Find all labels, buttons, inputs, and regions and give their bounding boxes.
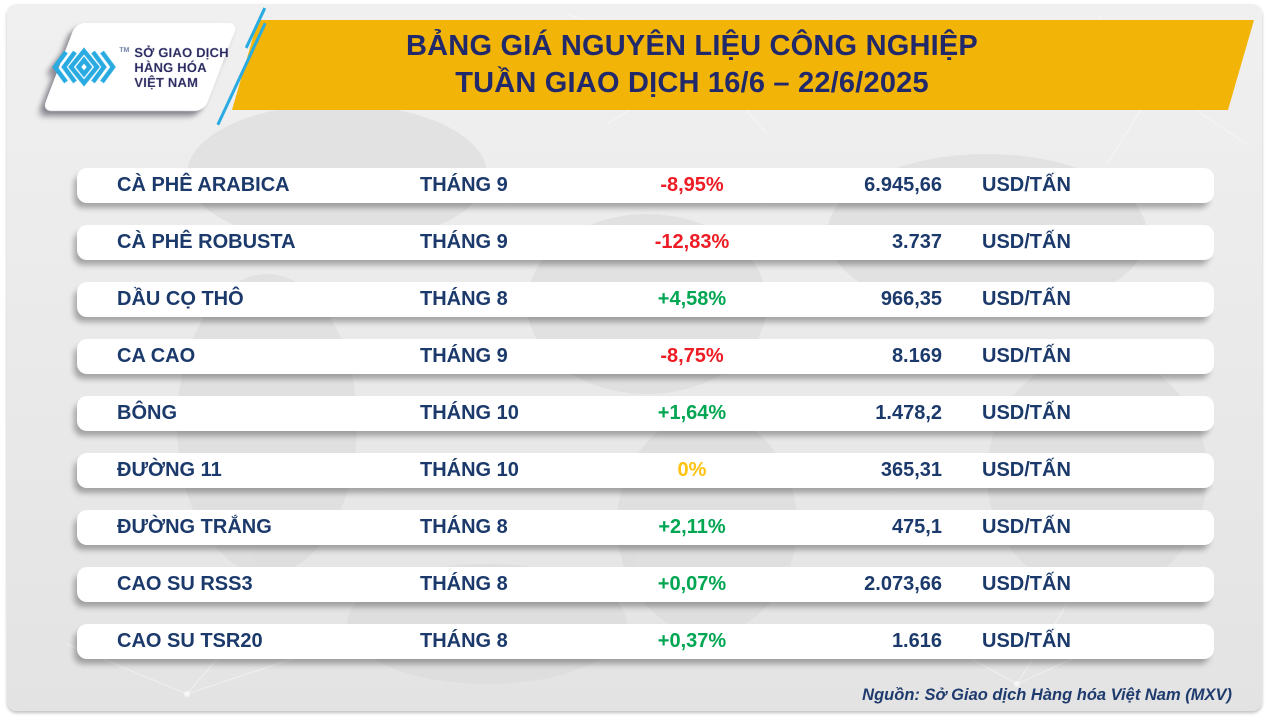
contract-month: THÁNG 8 [420, 516, 508, 538]
commodity-name: CA CAO [117, 345, 196, 367]
commodity-name: ĐƯỜNG TRẮNG [117, 516, 272, 538]
price-value: 3.737 [891, 231, 942, 253]
commodity-name: CAO SU TSR20 [117, 630, 263, 652]
table-row: DẦU CỌ THÔ THÁNG 8 +4,58% 966,35 USD/TẤN [77, 282, 1214, 317]
weekly-change: -8,75% [660, 345, 724, 367]
price-value: 2.073,66 [864, 573, 942, 595]
commodity-name: ĐƯỜNG 11 [117, 459, 222, 481]
contract-month: THÁNG 10 [420, 402, 519, 424]
price-unit: USD/TẤN [982, 402, 1071, 424]
table-row: CÀ PHÊ ROBUSTA THÁNG 9 -12,83% 3.737 USD… [77, 225, 1214, 260]
price-unit: USD/TẤN [982, 231, 1071, 253]
page-subtitle: TUẦN GIAO DỊCH 16/6 – 22/6/2025 [455, 67, 929, 99]
contract-month: THÁNG 9 [420, 345, 508, 367]
table-row: BÔNG THÁNG 10 +1,64% 1.478,2 USD/TẤN [77, 396, 1214, 431]
weekly-change: +4,58% [657, 288, 727, 310]
price-unit: USD/TẤN [982, 459, 1071, 481]
table-row: CAO SU RSS3 THÁNG 8 +0,07% 2.073,66 USD/… [77, 567, 1214, 602]
contract-month: THÁNG 8 [420, 630, 508, 652]
price-unit: USD/TẤN [982, 174, 1071, 196]
table-row: CÀ PHÊ ARABICA THÁNG 9 -8,95% 6.945,66 U… [77, 168, 1214, 203]
contract-month: THÁNG 8 [420, 288, 508, 310]
price-unit: USD/TẤN [982, 573, 1071, 595]
page-title: BẢNG GIÁ NGUYÊN LIỆU CÔNG NGHIỆP [406, 30, 978, 62]
price-value: 966,35 [880, 288, 942, 310]
weekly-change: -8,95% [660, 174, 724, 196]
price-unit: USD/TẤN [982, 288, 1071, 310]
weekly-change: +0,07% [657, 573, 727, 595]
mxv-chevron-diamond-icon [52, 47, 117, 87]
price-table: CÀ PHÊ ARABICA THÁNG 9 -8,95% 6.945,66 U… [77, 168, 1214, 681]
contract-month: THÁNG 9 [420, 174, 508, 196]
contract-month: THÁNG 8 [420, 573, 508, 595]
weekly-change: 0% [677, 459, 707, 481]
title-banner: BẢNG GIÁ NGUYÊN LIỆU CÔNG NGHIỆP TUẦN GI… [230, 20, 1254, 110]
source-note: Nguồn: Sở Giao dịch Hàng hóa Việt Nam (M… [862, 686, 1232, 704]
commodity-name: CÀ PHÊ ROBUSTA [117, 231, 296, 253]
table-row: ĐƯỜNG TRẮNG THÁNG 8 +2,11% 475,1 USD/TẤN [77, 510, 1214, 545]
weekly-change: -12,83% [654, 231, 730, 253]
table-row: CAO SU TSR20 THÁNG 8 +0,37% 1.616 USD/TẤ… [77, 624, 1214, 659]
commodity-name: CAO SU RSS3 [117, 573, 253, 595]
commodity-name: DẦU CỌ THÔ [117, 288, 244, 310]
weekly-change: +2,11% [658, 516, 726, 538]
table-row: CA CAO THÁNG 9 -8,75% 8.169 USD/TẤN [77, 339, 1214, 374]
price-value: 1.616 [891, 630, 942, 652]
commodity-name: BÔNG [117, 402, 177, 424]
price-value: 365,31 [880, 459, 942, 481]
table-row: ĐƯỜNG 11 THÁNG 10 0% 365,31 USD/TẤN [77, 453, 1214, 488]
price-value: 8.169 [891, 345, 942, 367]
infographic-canvas: BẢNG GIÁ NGUYÊN LIỆU CÔNG NGHIỆP TUẦN GI… [7, 4, 1262, 711]
commodity-name: CÀ PHÊ ARABICA [117, 174, 290, 196]
price-value: 1.478,2 [875, 402, 942, 424]
price-unit: USD/TẤN [982, 345, 1071, 367]
contract-month: THÁNG 9 [420, 231, 508, 253]
mxv-logo: TM SỞ GIAO DỊCH HÀNG HÓA VIỆT NAM [42, 23, 238, 111]
price-unit: USD/TẤN [982, 516, 1071, 538]
price-value: 475,1 [891, 516, 942, 538]
weekly-change: +1,64% [657, 402, 727, 424]
trademark-label: TM [119, 47, 130, 54]
weekly-change: +0,37% [657, 630, 727, 652]
price-unit: USD/TẤN [982, 630, 1071, 652]
logo-org-name: SỞ GIAO DỊCH HÀNG HÓA VIỆT NAM [134, 44, 229, 90]
price-value: 6.945,66 [864, 174, 942, 196]
contract-month: THÁNG 10 [420, 459, 519, 481]
